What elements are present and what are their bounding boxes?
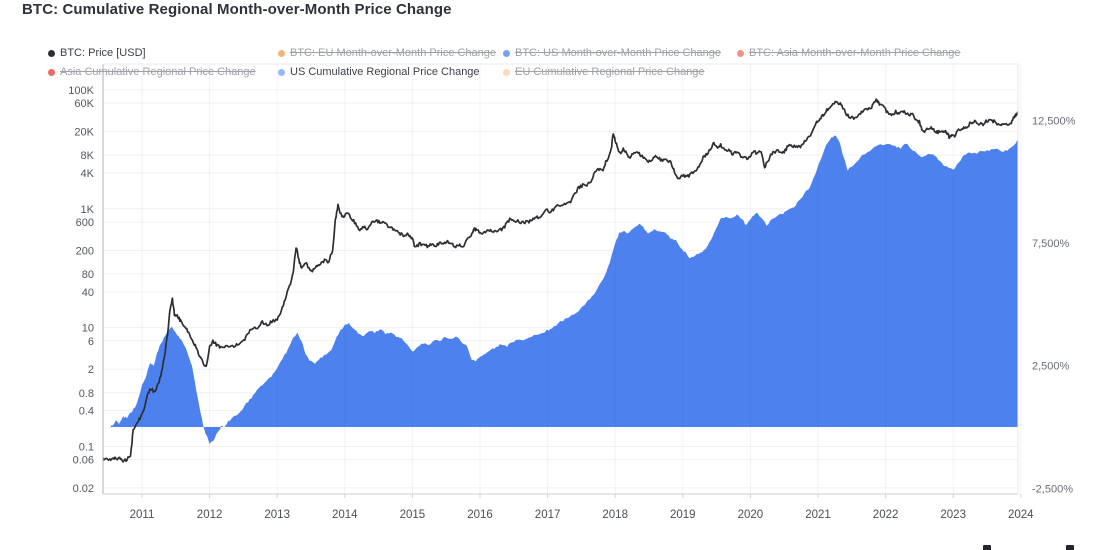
svg-text:2023: 2023	[940, 509, 966, 521]
svg-text:2021: 2021	[805, 509, 831, 521]
svg-text:2012: 2012	[197, 509, 223, 521]
svg-text:0.1: 0.1	[79, 441, 94, 453]
svg-text:2011: 2011	[130, 509, 155, 521]
series-marker-icon	[48, 49, 55, 57]
svg-text:40: 40	[82, 287, 94, 299]
legend-item-us-mom[interactable]: BTC: US Month-over-Month Price Change	[503, 46, 721, 60]
svg-text:2,500%: 2,500%	[1032, 361, 1070, 373]
svg-text:0.8: 0.8	[79, 388, 94, 400]
svg-text:20K: 20K	[74, 127, 94, 139]
series-marker-icon	[278, 49, 285, 57]
right-axis-labels: 12,500% 7,500% 2,500% -2,500%	[1032, 115, 1076, 495]
svg-text:4K: 4K	[81, 168, 95, 180]
legend-item-us-cum[interactable]: US Cumulative Regional Price Change	[278, 65, 480, 79]
legend-item-eu-cum[interactable]: EU Cumulative Regional Price Change	[503, 65, 705, 79]
legend-item-btc-price[interactable]: BTC: Price [USD]	[48, 46, 146, 60]
svg-text:2015: 2015	[400, 509, 426, 521]
legend-item-asia-cum[interactable]: Asia Cumulative Regional Price Change	[48, 65, 256, 79]
svg-text:0.06: 0.06	[73, 455, 94, 467]
svg-text:2: 2	[88, 364, 94, 376]
watermark-fragment	[1066, 545, 1074, 550]
svg-text:8K: 8K	[81, 150, 95, 162]
legend-item-eu-mom[interactable]: BTC: EU Month-over-Month Price Change	[278, 46, 496, 60]
svg-text:2022: 2022	[873, 509, 899, 521]
series-marker-icon	[278, 68, 285, 76]
svg-text:600: 600	[76, 217, 94, 229]
btc-price-line	[103, 98, 1018, 463]
svg-text:6: 6	[88, 336, 94, 348]
svg-text:2017: 2017	[535, 509, 561, 521]
svg-text:2019: 2019	[670, 509, 696, 521]
series-marker-icon	[503, 68, 510, 76]
svg-text:1K: 1K	[81, 204, 95, 216]
svg-text:10: 10	[82, 323, 94, 335]
us-cumulative-area	[110, 135, 1018, 445]
x-axis-labels: 2011 2012 2013 2014 2015 2016 2017 2018 2019 2020…	[130, 494, 1034, 521]
svg-text:0.02: 0.02	[73, 483, 94, 495]
series-marker-icon	[503, 49, 510, 57]
svg-text:-2,500%: -2,500%	[1032, 483, 1073, 495]
svg-text:60K: 60K	[74, 98, 94, 110]
svg-text:12,500%: 12,500%	[1032, 115, 1076, 127]
legend-item-asia-mom[interactable]: BTC: Asia Month-over-Month Price Change	[737, 46, 961, 60]
svg-text:200: 200	[76, 245, 94, 257]
watermark-fragment	[983, 545, 991, 550]
svg-text:80: 80	[82, 269, 94, 281]
series-marker-icon	[737, 49, 744, 57]
svg-text:2014: 2014	[332, 509, 358, 521]
svg-text:2013: 2013	[264, 509, 290, 521]
svg-text:0.4: 0.4	[79, 406, 94, 418]
svg-text:2024: 2024	[1008, 509, 1034, 521]
plot-border	[102, 63, 1019, 495]
chart-title: BTC: Cumulative Regional Month-over-Mont…	[22, 1, 452, 18]
svg-text:2018: 2018	[602, 509, 628, 521]
svg-text:100K: 100K	[68, 85, 94, 97]
svg-text:2016: 2016	[467, 509, 493, 521]
svg-text:7,500%: 7,500%	[1032, 238, 1070, 250]
svg-text:2020: 2020	[738, 509, 764, 521]
series-marker-icon	[48, 68, 55, 76]
